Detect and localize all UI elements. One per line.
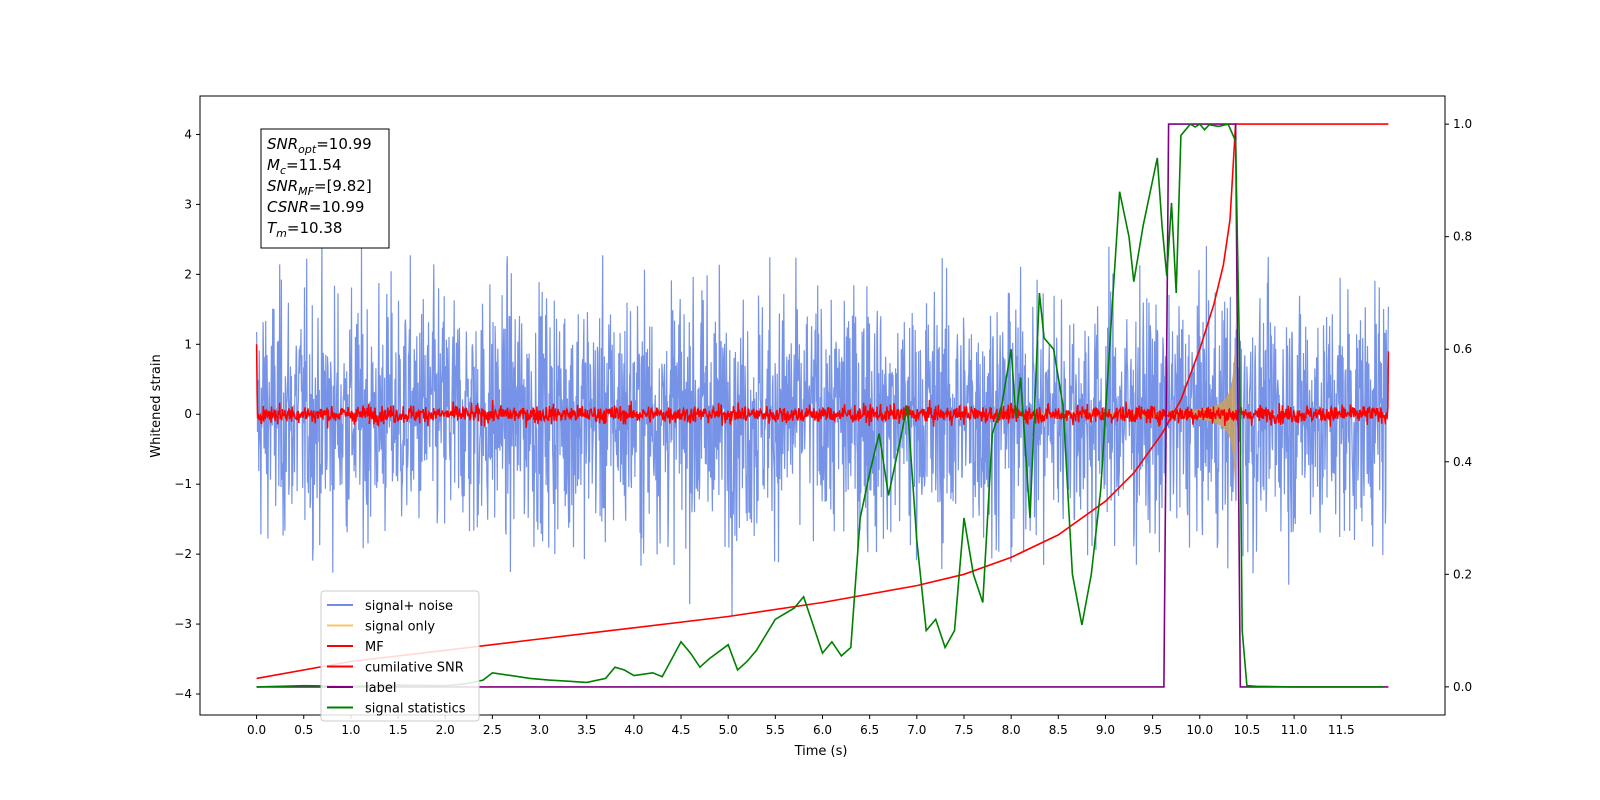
annotation-symbol: M: [267, 156, 280, 174]
y2-tick-label: 0.4: [1453, 455, 1472, 469]
x-tick-label: 3.0: [530, 723, 549, 737]
x-tick-label: 9.5: [1143, 723, 1162, 737]
annotation-symbol: CSNR: [267, 198, 309, 216]
legend: signal+ noise signal only MF cumilative SNR…: [320, 590, 480, 722]
annotation-value: =10.38: [287, 219, 343, 237]
x-tick-label: 1.5: [389, 723, 408, 737]
legend-frame: [320, 590, 480, 722]
x-tick-label: 11.5: [1328, 723, 1355, 737]
x-tick-label: 0.0: [247, 723, 266, 737]
x-tick-label: 10.0: [1186, 723, 1213, 737]
x-tick-label: 2.5: [483, 723, 502, 737]
y-tick-label: 2: [184, 267, 192, 281]
x-tick-label: 6.0: [813, 723, 832, 737]
y-tick-label: −1: [174, 477, 192, 491]
x-tick-label: 5.5: [766, 723, 785, 737]
annotation-symbol: SNR: [267, 177, 298, 195]
series-mf: [255, 344, 1390, 429]
series-signal-noise: [256, 243, 1389, 617]
annotation-subscript: opt: [298, 143, 317, 156]
y-tick-label: 4: [184, 127, 192, 141]
y-axis: 4 3 2 1 0 −1 −2 −3 −4: [174, 127, 200, 701]
x-tick-label: 6.5: [860, 723, 879, 737]
y-tick-label: −3: [174, 617, 192, 631]
annotation-line: CSNR=10.99: [267, 198, 364, 216]
y-tick-label: −4: [174, 687, 192, 701]
plot-area: [255, 123, 1390, 688]
annotation-value: =10.99: [309, 198, 365, 216]
legend-label: signal statistics: [365, 702, 466, 717]
legend-label: signal+ noise: [365, 599, 453, 614]
x-tick-label: 0.5: [294, 723, 313, 737]
y-tick-label: 0: [184, 407, 192, 421]
x-tick-label: 9.0: [1096, 723, 1115, 737]
y2-tick-label: 0.6: [1453, 342, 1472, 356]
annotation-frame: [260, 128, 390, 249]
annotation-subscript: c: [280, 164, 286, 177]
x-tick-label: 7.5: [954, 723, 973, 737]
series-cumulative-snr: [256, 123, 1389, 680]
y2-axis: 1.0 0.8 0.6 0.4 0.2 0.0: [1445, 117, 1472, 694]
y2-tick-label: 0.0: [1453, 680, 1472, 694]
annotation-value: =10.99: [316, 135, 372, 153]
legend-label: cumilative SNR: [365, 661, 464, 676]
legend-label: label: [365, 681, 396, 696]
annotation-subscript: m: [276, 227, 287, 240]
annotation-box: SNRopt=10.99Mc=11.54SNRMF=[9.82]CSNR=10.…: [260, 128, 390, 249]
x-axis: 0.0 0.5 1.0 1.5 2.0 2.5 3.0 3.5 4.0 4.5 5.0 5.5 6.0 6…: [247, 715, 1355, 737]
x-tick-label: 7.0: [907, 723, 926, 737]
y2-tick-label: 1.0: [1453, 117, 1472, 131]
legend-label: MF: [365, 640, 384, 655]
annotation-subscript: MF: [298, 185, 314, 198]
y-axis-label: Whitened strain: [149, 354, 164, 457]
x-tick-label: 11.0: [1281, 723, 1308, 737]
x-tick-label: 2.0: [436, 723, 455, 737]
x-tick-label: 4.0: [624, 723, 643, 737]
x-axis-label: Time (s): [794, 744, 848, 759]
series-signal-statistics: [256, 123, 1384, 688]
annotation-symbol: T: [267, 219, 278, 237]
legend-label: signal only: [365, 620, 435, 635]
y-tick-label: 3: [184, 197, 192, 211]
x-tick-label: 8.5: [1049, 723, 1068, 737]
y2-tick-label: 0.8: [1453, 230, 1472, 244]
annotation-line: Tm=10.38: [267, 219, 342, 240]
annotation-value: =[9.82]: [314, 177, 372, 195]
annotation-line: Mc=11.54: [267, 156, 342, 177]
y2-tick-label: 0.2: [1453, 567, 1472, 581]
x-tick-label: 1.0: [341, 723, 360, 737]
y-tick-label: 1: [184, 337, 192, 351]
annotation-line: SNRMF=[9.82]: [267, 177, 372, 198]
x-tick-label: 3.5: [577, 723, 596, 737]
annotation-line: SNRopt=10.99: [267, 135, 372, 156]
annotation-value: =11.54: [286, 156, 342, 174]
x-tick-label: 8.0: [1002, 723, 1021, 737]
x-tick-label: 5.0: [719, 723, 738, 737]
annotation-symbol: SNR: [267, 135, 298, 153]
y-tick-label: −2: [174, 547, 192, 561]
x-tick-label: 10.5: [1234, 723, 1261, 737]
x-tick-label: 4.5: [671, 723, 690, 737]
